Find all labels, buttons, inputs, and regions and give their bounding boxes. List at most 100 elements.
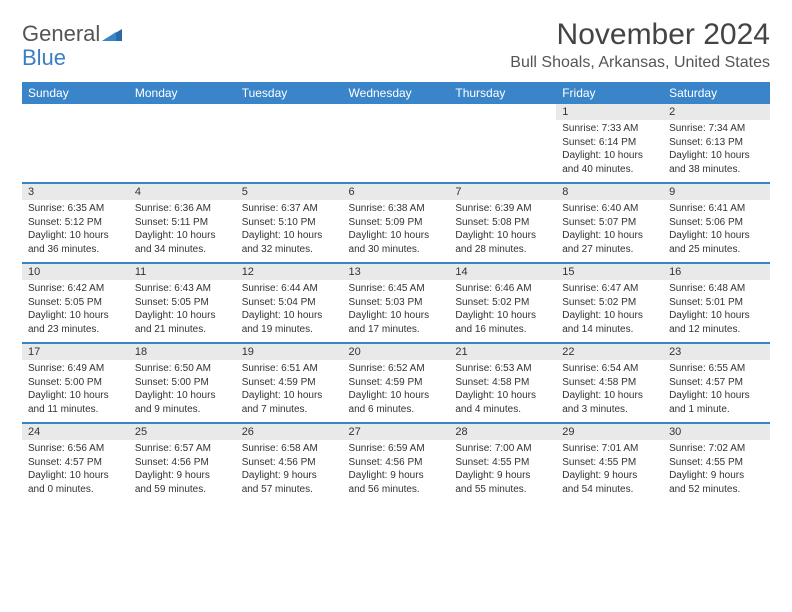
day-details: Sunrise: 6:35 AMSunset: 5:12 PMDaylight:… [22, 200, 129, 262]
day-details: Sunrise: 7:34 AMSunset: 6:13 PMDaylight:… [663, 120, 770, 182]
daylight2-text: and 59 minutes. [135, 483, 230, 497]
day-number: 18 [129, 344, 236, 360]
calendar-cell: 16Sunrise: 6:48 AMSunset: 5:01 PMDayligh… [663, 263, 770, 343]
daylight2-text: and 52 minutes. [669, 483, 764, 497]
day-details: Sunrise: 6:42 AMSunset: 5:05 PMDaylight:… [22, 280, 129, 342]
day-header: Saturday [663, 82, 770, 104]
sunset-text: Sunset: 5:09 PM [349, 216, 444, 230]
daylight2-text: and 12 minutes. [669, 323, 764, 337]
logo-icon [102, 27, 122, 46]
calendar-week: 17Sunrise: 6:49 AMSunset: 5:00 PMDayligh… [22, 343, 770, 423]
day-number: 4 [129, 184, 236, 200]
calendar-cell [449, 104, 556, 183]
day-details: Sunrise: 7:00 AMSunset: 4:55 PMDaylight:… [449, 440, 556, 502]
day-number: 30 [663, 424, 770, 440]
day-number: 3 [22, 184, 129, 200]
day-details [22, 121, 129, 179]
day-header: Tuesday [236, 82, 343, 104]
calendar-cell: 19Sunrise: 6:51 AMSunset: 4:59 PMDayligh… [236, 343, 343, 423]
calendar-cell: 15Sunrise: 6:47 AMSunset: 5:02 PMDayligh… [556, 263, 663, 343]
calendar-cell: 10Sunrise: 6:42 AMSunset: 5:05 PMDayligh… [22, 263, 129, 343]
day-details: Sunrise: 6:55 AMSunset: 4:57 PMDaylight:… [663, 360, 770, 422]
sunrise-text: Sunrise: 6:58 AM [242, 442, 337, 456]
sunrise-text: Sunrise: 6:35 AM [28, 202, 123, 216]
calendar-cell: 13Sunrise: 6:45 AMSunset: 5:03 PMDayligh… [343, 263, 450, 343]
calendar-cell: 7Sunrise: 6:39 AMSunset: 5:08 PMDaylight… [449, 183, 556, 263]
day-number: 7 [449, 184, 556, 200]
daylight1-text: Daylight: 10 hours [28, 229, 123, 243]
day-header: Wednesday [343, 82, 450, 104]
daylight1-text: Daylight: 10 hours [562, 309, 657, 323]
sunset-text: Sunset: 4:59 PM [349, 376, 444, 390]
daylight2-text: and 14 minutes. [562, 323, 657, 337]
calendar-cell [343, 104, 450, 183]
calendar-cell: 12Sunrise: 6:44 AMSunset: 5:04 PMDayligh… [236, 263, 343, 343]
day-details: Sunrise: 6:36 AMSunset: 5:11 PMDaylight:… [129, 200, 236, 262]
daylight1-text: Daylight: 10 hours [242, 229, 337, 243]
day-number: 29 [556, 424, 663, 440]
calendar-cell: 3Sunrise: 6:35 AMSunset: 5:12 PMDaylight… [22, 183, 129, 263]
calendar-cell: 17Sunrise: 6:49 AMSunset: 5:00 PMDayligh… [22, 343, 129, 423]
calendar-header-row: SundayMondayTuesdayWednesdayThursdayFrid… [22, 82, 770, 104]
day-header: Friday [556, 82, 663, 104]
daylight1-text: Daylight: 10 hours [349, 229, 444, 243]
daylight2-text: and 11 minutes. [28, 403, 123, 417]
sunset-text: Sunset: 4:55 PM [669, 456, 764, 470]
sunset-text: Sunset: 5:12 PM [28, 216, 123, 230]
sunset-text: Sunset: 4:57 PM [28, 456, 123, 470]
daylight2-text: and 38 minutes. [669, 163, 764, 177]
calendar-cell: 5Sunrise: 6:37 AMSunset: 5:10 PMDaylight… [236, 183, 343, 263]
daylight2-text: and 27 minutes. [562, 243, 657, 257]
calendar-cell: 1Sunrise: 7:33 AMSunset: 6:14 PMDaylight… [556, 104, 663, 183]
day-number: 24 [22, 424, 129, 440]
day-number: 28 [449, 424, 556, 440]
calendar-week: 1Sunrise: 7:33 AMSunset: 6:14 PMDaylight… [22, 104, 770, 183]
calendar-cell: 2Sunrise: 7:34 AMSunset: 6:13 PMDaylight… [663, 104, 770, 183]
sunrise-text: Sunrise: 6:44 AM [242, 282, 337, 296]
day-details: Sunrise: 6:38 AMSunset: 5:09 PMDaylight:… [343, 200, 450, 262]
sunset-text: Sunset: 4:57 PM [669, 376, 764, 390]
daylight1-text: Daylight: 10 hours [562, 149, 657, 163]
daylight1-text: Daylight: 10 hours [669, 389, 764, 403]
month-title: November 2024 [510, 18, 770, 52]
sunrise-text: Sunrise: 6:39 AM [455, 202, 550, 216]
sunrise-text: Sunrise: 6:53 AM [455, 362, 550, 376]
sunrise-text: Sunrise: 6:50 AM [135, 362, 230, 376]
sunrise-text: Sunrise: 6:46 AM [455, 282, 550, 296]
day-details: Sunrise: 7:02 AMSunset: 4:55 PMDaylight:… [663, 440, 770, 502]
sunrise-text: Sunrise: 6:54 AM [562, 362, 657, 376]
daylight1-text: Daylight: 10 hours [28, 469, 123, 483]
day-number [343, 104, 450, 121]
location: Bull Shoals, Arkansas, United States [510, 54, 770, 72]
day-header: Sunday [22, 82, 129, 104]
daylight1-text: Daylight: 9 hours [135, 469, 230, 483]
day-number: 22 [556, 344, 663, 360]
day-details: Sunrise: 6:39 AMSunset: 5:08 PMDaylight:… [449, 200, 556, 262]
sunset-text: Sunset: 5:02 PM [455, 296, 550, 310]
calendar-cell: 20Sunrise: 6:52 AMSunset: 4:59 PMDayligh… [343, 343, 450, 423]
sunset-text: Sunset: 6:13 PM [669, 136, 764, 150]
day-details: Sunrise: 6:52 AMSunset: 4:59 PMDaylight:… [343, 360, 450, 422]
calendar-cell: 6Sunrise: 6:38 AMSunset: 5:09 PMDaylight… [343, 183, 450, 263]
day-number: 15 [556, 264, 663, 280]
calendar-week: 10Sunrise: 6:42 AMSunset: 5:05 PMDayligh… [22, 263, 770, 343]
daylight2-text: and 21 minutes. [135, 323, 230, 337]
daylight1-text: Daylight: 9 hours [349, 469, 444, 483]
daylight2-text: and 0 minutes. [28, 483, 123, 497]
day-details: Sunrise: 6:44 AMSunset: 5:04 PMDaylight:… [236, 280, 343, 342]
sunset-text: Sunset: 5:10 PM [242, 216, 337, 230]
daylight1-text: Daylight: 10 hours [669, 229, 764, 243]
sunrise-text: Sunrise: 6:56 AM [28, 442, 123, 456]
calendar-week: 24Sunrise: 6:56 AMSunset: 4:57 PMDayligh… [22, 423, 770, 502]
sunset-text: Sunset: 4:55 PM [562, 456, 657, 470]
day-details [343, 121, 450, 179]
day-number: 10 [22, 264, 129, 280]
daylight1-text: Daylight: 9 hours [242, 469, 337, 483]
daylight1-text: Daylight: 10 hours [669, 309, 764, 323]
sunset-text: Sunset: 5:04 PM [242, 296, 337, 310]
day-number: 1 [556, 104, 663, 120]
calendar-cell [236, 104, 343, 183]
day-details: Sunrise: 6:56 AMSunset: 4:57 PMDaylight:… [22, 440, 129, 502]
calendar-cell: 22Sunrise: 6:54 AMSunset: 4:58 PMDayligh… [556, 343, 663, 423]
day-number: 27 [343, 424, 450, 440]
